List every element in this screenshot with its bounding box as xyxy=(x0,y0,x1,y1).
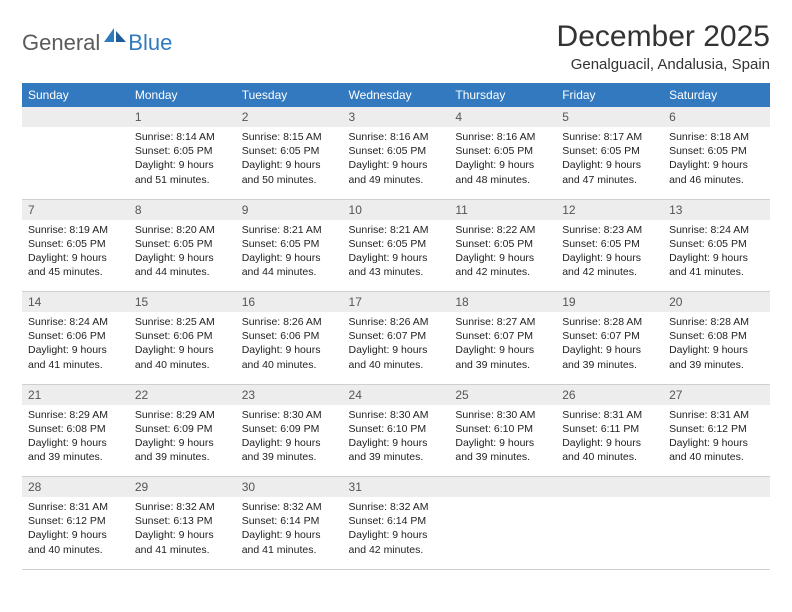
logo: General Blue xyxy=(22,26,172,59)
day-cell: Sunrise: 8:29 AMSunset: 6:09 PMDaylight:… xyxy=(129,405,236,477)
day-number: 9 xyxy=(236,199,343,220)
day-cell: Sunrise: 8:15 AMSunset: 6:05 PMDaylight:… xyxy=(236,127,343,199)
day-cell: Sunrise: 8:21 AMSunset: 6:05 PMDaylight:… xyxy=(343,220,450,292)
day-number-row: 28293031 xyxy=(22,477,770,498)
day-number: 22 xyxy=(129,384,236,405)
day-number: 13 xyxy=(663,199,770,220)
day-cell: Sunrise: 8:16 AMSunset: 6:05 PMDaylight:… xyxy=(449,127,556,199)
day-number: 24 xyxy=(343,384,450,405)
day-number xyxy=(556,477,663,498)
day-number: 14 xyxy=(22,292,129,313)
day-cell: Sunrise: 8:31 AMSunset: 6:11 PMDaylight:… xyxy=(556,405,663,477)
day-number-row: 123456 xyxy=(22,107,770,127)
day-number-row: 14151617181920 xyxy=(22,292,770,313)
day-cell: Sunrise: 8:27 AMSunset: 6:07 PMDaylight:… xyxy=(449,312,556,384)
day-cell xyxy=(556,497,663,569)
day-number: 10 xyxy=(343,199,450,220)
calendar-body: 123456Sunrise: 8:14 AMSunset: 6:05 PMDay… xyxy=(22,107,770,569)
day-number: 28 xyxy=(22,477,129,498)
day-cell xyxy=(663,497,770,569)
day-number: 7 xyxy=(22,199,129,220)
day-number: 27 xyxy=(663,384,770,405)
day-number: 11 xyxy=(449,199,556,220)
logo-text-general: General xyxy=(22,30,100,56)
day-cell: Sunrise: 8:30 AMSunset: 6:10 PMDaylight:… xyxy=(449,405,556,477)
day-cell: Sunrise: 8:26 AMSunset: 6:07 PMDaylight:… xyxy=(343,312,450,384)
day-cell: Sunrise: 8:31 AMSunset: 6:12 PMDaylight:… xyxy=(663,405,770,477)
day-number: 23 xyxy=(236,384,343,405)
day-cell: Sunrise: 8:28 AMSunset: 6:07 PMDaylight:… xyxy=(556,312,663,384)
day-cell: Sunrise: 8:19 AMSunset: 6:05 PMDaylight:… xyxy=(22,220,129,292)
month-title: December 2025 xyxy=(557,20,770,54)
day-cell: Sunrise: 8:24 AMSunset: 6:05 PMDaylight:… xyxy=(663,220,770,292)
weekday-header: Monday xyxy=(129,83,236,107)
title-block: December 2025 Genalguacil, Andalusia, Sp… xyxy=(557,20,770,73)
day-number: 5 xyxy=(556,107,663,127)
day-number: 20 xyxy=(663,292,770,313)
day-number: 29 xyxy=(129,477,236,498)
day-cell: Sunrise: 8:16 AMSunset: 6:05 PMDaylight:… xyxy=(343,127,450,199)
day-cell: Sunrise: 8:23 AMSunset: 6:05 PMDaylight:… xyxy=(556,220,663,292)
day-number xyxy=(663,477,770,498)
weekday-header: Sunday xyxy=(22,83,129,107)
day-cell: Sunrise: 8:22 AMSunset: 6:05 PMDaylight:… xyxy=(449,220,556,292)
day-cell xyxy=(449,497,556,569)
day-content-row: Sunrise: 8:29 AMSunset: 6:08 PMDaylight:… xyxy=(22,405,770,477)
day-cell: Sunrise: 8:29 AMSunset: 6:08 PMDaylight:… xyxy=(22,405,129,477)
day-number: 16 xyxy=(236,292,343,313)
day-number: 17 xyxy=(343,292,450,313)
day-cell: Sunrise: 8:20 AMSunset: 6:05 PMDaylight:… xyxy=(129,220,236,292)
day-content-row: Sunrise: 8:31 AMSunset: 6:12 PMDaylight:… xyxy=(22,497,770,569)
header: General Blue December 2025 Genalguacil, … xyxy=(22,20,770,73)
day-cell: Sunrise: 8:14 AMSunset: 6:05 PMDaylight:… xyxy=(129,127,236,199)
logo-text-blue: Blue xyxy=(128,30,172,56)
day-cell: Sunrise: 8:31 AMSunset: 6:12 PMDaylight:… xyxy=(22,497,129,569)
day-cell: Sunrise: 8:21 AMSunset: 6:05 PMDaylight:… xyxy=(236,220,343,292)
day-number: 31 xyxy=(343,477,450,498)
logo-sail-icon xyxy=(104,26,126,47)
day-number: 3 xyxy=(343,107,450,127)
day-cell: Sunrise: 8:26 AMSunset: 6:06 PMDaylight:… xyxy=(236,312,343,384)
day-content-row: Sunrise: 8:24 AMSunset: 6:06 PMDaylight:… xyxy=(22,312,770,384)
day-number: 21 xyxy=(22,384,129,405)
day-content-row: Sunrise: 8:19 AMSunset: 6:05 PMDaylight:… xyxy=(22,220,770,292)
day-number-row: 21222324252627 xyxy=(22,384,770,405)
day-cell: Sunrise: 8:32 AMSunset: 6:14 PMDaylight:… xyxy=(236,497,343,569)
weekday-header: Tuesday xyxy=(236,83,343,107)
day-cell: Sunrise: 8:28 AMSunset: 6:08 PMDaylight:… xyxy=(663,312,770,384)
weekday-header: Wednesday xyxy=(343,83,450,107)
day-cell: Sunrise: 8:25 AMSunset: 6:06 PMDaylight:… xyxy=(129,312,236,384)
weekday-header: Saturday xyxy=(663,83,770,107)
day-number: 12 xyxy=(556,199,663,220)
day-number: 6 xyxy=(663,107,770,127)
day-number xyxy=(22,107,129,127)
day-number: 25 xyxy=(449,384,556,405)
day-number: 18 xyxy=(449,292,556,313)
calendar-table: Sunday Monday Tuesday Wednesday Thursday… xyxy=(22,83,770,570)
day-number: 15 xyxy=(129,292,236,313)
day-number-row: 78910111213 xyxy=(22,199,770,220)
day-number: 19 xyxy=(556,292,663,313)
day-number: 2 xyxy=(236,107,343,127)
day-number: 26 xyxy=(556,384,663,405)
day-number: 30 xyxy=(236,477,343,498)
location: Genalguacil, Andalusia, Spain xyxy=(557,56,770,73)
day-cell: Sunrise: 8:18 AMSunset: 6:05 PMDaylight:… xyxy=(663,127,770,199)
day-cell: Sunrise: 8:32 AMSunset: 6:13 PMDaylight:… xyxy=(129,497,236,569)
calendar-page: General Blue December 2025 Genalguacil, … xyxy=(0,0,792,590)
day-cell xyxy=(22,127,129,199)
weekday-header: Thursday xyxy=(449,83,556,107)
day-cell: Sunrise: 8:32 AMSunset: 6:14 PMDaylight:… xyxy=(343,497,450,569)
day-cell: Sunrise: 8:30 AMSunset: 6:10 PMDaylight:… xyxy=(343,405,450,477)
weekday-header: Friday xyxy=(556,83,663,107)
day-number: 1 xyxy=(129,107,236,127)
day-cell: Sunrise: 8:24 AMSunset: 6:06 PMDaylight:… xyxy=(22,312,129,384)
day-number xyxy=(449,477,556,498)
day-cell: Sunrise: 8:17 AMSunset: 6:05 PMDaylight:… xyxy=(556,127,663,199)
weekday-header-row: Sunday Monday Tuesday Wednesday Thursday… xyxy=(22,83,770,107)
day-content-row: Sunrise: 8:14 AMSunset: 6:05 PMDaylight:… xyxy=(22,127,770,199)
day-number: 8 xyxy=(129,199,236,220)
day-cell: Sunrise: 8:30 AMSunset: 6:09 PMDaylight:… xyxy=(236,405,343,477)
day-number: 4 xyxy=(449,107,556,127)
